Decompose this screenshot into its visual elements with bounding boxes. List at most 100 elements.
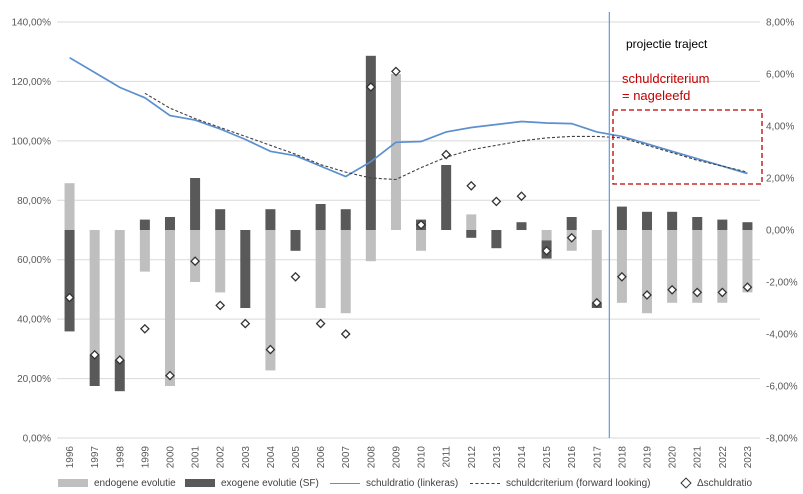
annotations: projectie traject schuldcriterium = nage… [608,12,763,438]
delta-marker [742,282,753,293]
endogene-bar [717,230,728,303]
left-axis-tick-label: 20,00% [17,374,51,385]
endogene-bar [642,230,653,314]
x-axis-tick-label: 2009 [391,446,402,469]
x-axis-tick-label: 2016 [567,446,578,469]
endogene-bar [340,230,351,314]
x-axis-tick-label: 2021 [693,446,704,469]
exogene-bar [240,230,251,308]
legend-item-delta: Δschuldratio [670,475,752,491]
delta-marker [215,300,226,311]
right-axis-tick-label: 2,00% [766,174,794,185]
x-axis-tick-label: 2022 [718,446,729,469]
legend-item-schuldcriterium: schuldcriterium (forward looking) [470,475,651,491]
right-axis-tick-label: -8,00% [766,434,798,445]
endogene-bars [64,74,753,386]
delta-marker [315,318,326,329]
left-axis-tick-label: 60,00% [17,255,51,266]
exogene-bar [164,217,175,230]
endogene-bar [215,230,226,293]
right-axis-tick-label: 4,00% [766,122,794,133]
right-axis-ticks: -8,00% -6,00% -4,00% -2,00% 0,00% 2,00% 4,00% 6… [766,18,798,445]
left-axis-tick-label: 140,00% [12,18,52,29]
exogene-bar [89,354,100,386]
x-axis-tick-label: 2017 [592,446,603,469]
legend-label-schuldcriterium: schuldcriterium (forward looking) [506,477,651,489]
endogene-bar [742,230,753,293]
criterion-label-line1: schuldcriterium [622,71,709,86]
exogene-bar [265,209,276,230]
endogene-bar [114,230,125,360]
exogene-bar [692,217,703,230]
right-axis-tick-label: -4,00% [766,330,798,341]
legend-line-schuldcriterium [470,482,500,484]
legend-line-schuldratio [330,482,360,484]
exogene-bar [290,230,301,251]
endogene-bar [390,74,401,230]
x-axis-tick-label: 2007 [341,446,352,469]
left-axis-tick-label: 80,00% [17,196,51,207]
exogene-bar [139,219,150,230]
endogene-bar [139,230,150,272]
delta-marker [717,287,728,298]
delta-marker [89,349,100,360]
x-axis-tick-label: 2011 [442,446,453,468]
x-axis-tick-label: 2004 [266,446,277,469]
delta-marker [466,180,477,191]
criterion-label-line2: = nageleefd [622,88,690,103]
legend-item-exogene: exogene evolutie (SF) [185,475,319,491]
x-axis-tick-label: 2008 [366,446,377,469]
delta-marker [616,271,627,282]
legend-label-endogene: endogene evolutie [94,477,176,489]
delta-marker [642,290,652,300]
delta-marker [139,323,150,334]
x-axis-tick-label: 2015 [542,446,553,469]
x-axis-tick-label: 2020 [668,446,679,469]
delta-marker [491,196,502,207]
delta-marker [365,82,376,92]
left-axis-tick-label: 120,00% [12,77,52,88]
endogene-bar [164,230,175,386]
delta-marker [441,149,452,160]
exogene-bar [642,211,653,230]
endogene-bar [190,230,201,282]
endogene-bar [466,214,477,230]
exogene-bar [190,178,201,230]
exogene-bar [516,222,527,230]
x-axis-tick-label: 2013 [492,446,503,469]
x-axis-tick-label: 2000 [165,446,176,469]
x-axis-tick-label: 2014 [517,446,528,469]
legend-swatch-endogene [58,479,88,487]
x-axis-ticks: 1996 1997 1998 1999 2000 2001 2002 2003 2004 2005… [65,446,754,469]
x-axis-tick-label: 2018 [617,446,628,469]
x-axis-tick-label: 1999 [140,446,151,469]
criterion-dashed-box [612,109,763,185]
exogene-bar [64,230,75,332]
right-axis-tick-label: 6,00% [766,70,794,81]
endogene-bar [692,230,703,303]
exogene-bar [340,209,351,230]
endogene-bar [64,183,75,230]
left-axis-tick-label: 100,00% [12,136,52,147]
delta-marker [290,271,301,282]
schuldratio-line [69,56,748,178]
exogene-bar [365,55,376,230]
delta-marker [165,370,175,381]
delta-marker [667,284,678,295]
exogene-bar [466,230,477,238]
delta-marker [265,344,276,355]
delta-marker [190,256,201,267]
x-axis-tick-label: 2005 [291,446,302,469]
x-axis-tick-label: 2003 [241,446,252,469]
x-axis-tick-label: 2006 [316,446,327,469]
endogene-bar [89,230,100,355]
x-axis-tick-label: 2002 [216,446,227,469]
delta-marker [64,292,75,303]
x-axis-tick-label: 1997 [90,446,101,469]
exogene-bar [114,360,125,392]
legend-label-delta: Δschuldratio [697,477,753,489]
delta-marker [240,318,251,329]
legend-label-exogene: exogene evolutie (SF) [221,477,319,489]
legend-diamond-icon [680,477,692,489]
